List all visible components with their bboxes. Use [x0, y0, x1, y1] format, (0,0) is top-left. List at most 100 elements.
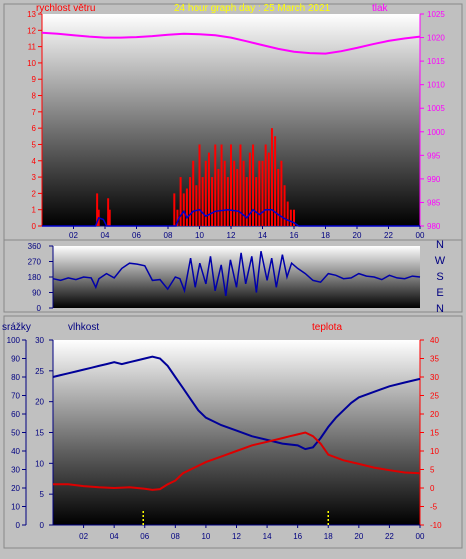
- precip-tick-label: 70: [11, 392, 20, 401]
- direction-tick-label: 0: [37, 304, 42, 313]
- temperature-tick-label: 15: [430, 429, 439, 438]
- humidity-tick-label: 5: [40, 490, 45, 499]
- temperature-tick-label: -5: [430, 503, 438, 512]
- y-tick-label: 1: [32, 206, 37, 215]
- y-tick-label: 7: [32, 108, 37, 117]
- y2-tick-label: 995: [427, 151, 441, 160]
- x-tick-label: 20: [354, 532, 363, 541]
- y2-tick-label: 990: [427, 175, 441, 184]
- compass-label: E: [436, 287, 443, 299]
- y-tick-label: 5: [32, 140, 37, 149]
- humidity-tick-label: 20: [35, 398, 44, 407]
- x-tick-label: 14: [263, 532, 272, 541]
- humidity-temperature-plot-area: [53, 340, 420, 525]
- x-tick-label: 12: [232, 532, 241, 541]
- y2-tick-label: 1020: [427, 34, 445, 43]
- temperature-tick-label: 0: [430, 484, 435, 493]
- x-tick-label: 08: [164, 231, 173, 240]
- precip-tick-label: 80: [11, 373, 20, 382]
- x-tick-label: 02: [69, 231, 78, 240]
- x-tick-label: 18: [324, 532, 333, 541]
- x-tick-label: 06: [132, 231, 141, 240]
- x-tick-label: 16: [290, 231, 299, 240]
- precip-tick-label: 30: [11, 466, 20, 475]
- direction-tick-label: 180: [28, 273, 42, 282]
- precip-tick-label: 20: [11, 484, 20, 493]
- x-tick-label: 20: [353, 231, 362, 240]
- pressure-axis-label: tlak: [372, 3, 389, 14]
- x-tick-label: 10: [201, 532, 210, 541]
- humidity-tick-label: 15: [35, 429, 44, 438]
- x-tick-label: 08: [171, 532, 180, 541]
- compass-label: N: [436, 239, 444, 251]
- temperature-tick-label: 10: [430, 447, 439, 456]
- y2-tick-label: 1000: [427, 128, 445, 137]
- x-tick-label: 12: [227, 231, 236, 240]
- temperature-axis-label: teplota: [312, 322, 342, 333]
- humidity-tick-label: 0: [40, 521, 45, 530]
- pressure-line: [41, 31, 421, 55]
- wind-speed-line: [42, 208, 420, 227]
- direction-tick-label: 360: [28, 242, 42, 251]
- compass-label: N: [436, 303, 444, 315]
- precip-tick-label: 60: [11, 410, 20, 419]
- humidity-tick-label: 25: [35, 367, 44, 376]
- y-tick-label: 9: [32, 75, 37, 84]
- y-tick-label: 3: [32, 173, 37, 182]
- y2-tick-label: 1005: [427, 104, 445, 113]
- temperature-tick-label: 25: [430, 392, 439, 401]
- y2-tick-label: 1015: [427, 57, 445, 66]
- precip-tick-label: 50: [11, 429, 20, 438]
- precip-tick-label: 10: [11, 503, 20, 512]
- temperature-tick-label: -10: [430, 521, 442, 530]
- y-tick-label: 13: [27, 10, 36, 19]
- temperature-tick-label: 20: [430, 410, 439, 419]
- direction-tick-label: 90: [32, 289, 41, 298]
- y-tick-label: 6: [32, 124, 37, 133]
- y-tick-label: 11: [28, 43, 37, 52]
- temperature-tick-label: 5: [430, 466, 435, 475]
- y-tick-label: 8: [32, 92, 37, 101]
- precip-tick-label: 90: [11, 355, 20, 364]
- precip-tick-label: 40: [11, 447, 20, 456]
- y2-tick-label: 985: [427, 198, 441, 207]
- x-tick-label: 10: [195, 231, 204, 240]
- y-tick-label: 12: [27, 26, 36, 35]
- y-tick-label: 10: [27, 59, 36, 68]
- x-tick-label: 04: [110, 532, 119, 541]
- humidity-tick-label: 30: [35, 336, 44, 345]
- wind-direction-line: [52, 251, 421, 297]
- x-tick-label: 00: [416, 231, 425, 240]
- x-tick-label: 22: [384, 231, 393, 240]
- y2-tick-label: 980: [427, 222, 441, 231]
- temperature-line: [53, 431, 421, 491]
- compass-label: S: [436, 271, 443, 283]
- y-tick-label: 2: [32, 189, 37, 198]
- precip-tick-label: 100: [7, 336, 21, 345]
- compass-label: W: [435, 255, 446, 267]
- y-tick-label: 4: [32, 157, 37, 166]
- temperature-tick-label: 40: [430, 336, 439, 345]
- chart-title: 24 hour graph day : 25 March 2021: [174, 3, 331, 14]
- humidity-axis-label: vlhkost: [68, 322, 99, 333]
- x-tick-label: 06: [140, 532, 149, 541]
- x-tick-label: 04: [101, 231, 110, 240]
- humidity-line: [52, 355, 421, 451]
- precip-tick-label: 0: [16, 521, 21, 530]
- humidity-tick-label: 10: [35, 459, 44, 468]
- x-tick-label: 22: [385, 532, 394, 541]
- y2-tick-label: 1010: [427, 81, 445, 90]
- y-tick-label: 0: [32, 222, 37, 231]
- wind-direction-plot-area: [53, 246, 420, 308]
- x-tick-label: 18: [321, 231, 330, 240]
- precipitation-axis-label: srážky: [2, 322, 31, 333]
- x-tick-label: 00: [416, 532, 425, 541]
- x-tick-label: 14: [258, 231, 267, 240]
- x-tick-label: 02: [79, 532, 88, 541]
- x-tick-label: 16: [293, 532, 302, 541]
- y2-tick-label: 1025: [427, 10, 445, 19]
- temperature-tick-label: 35: [430, 355, 439, 364]
- temperature-tick-label: 30: [430, 373, 439, 382]
